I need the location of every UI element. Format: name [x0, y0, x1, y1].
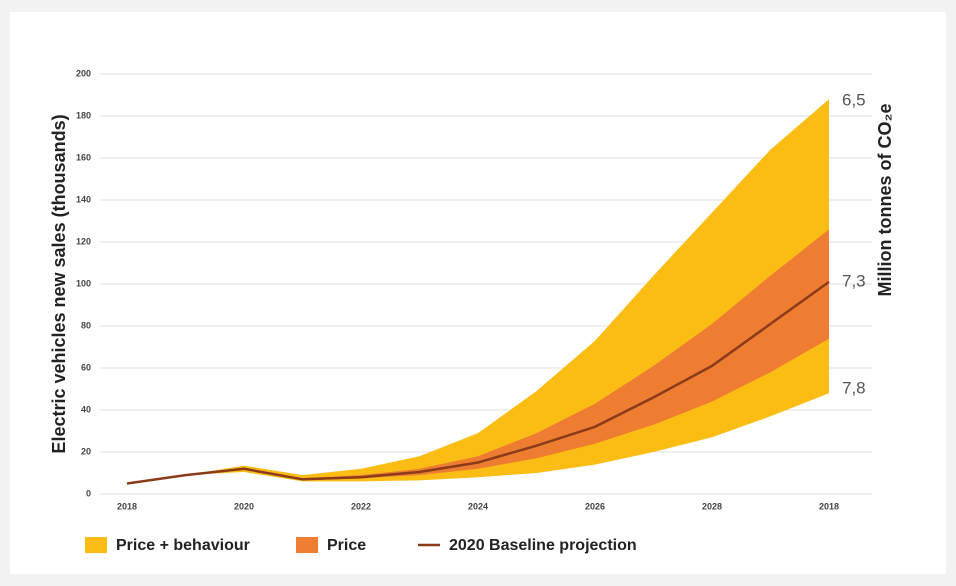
x-tick-label: 2018 — [117, 501, 137, 511]
y-tick-label: 40 — [81, 404, 91, 414]
annotation: 7,8 — [842, 379, 866, 398]
band-area — [127, 229, 829, 484]
y-tick-label: 140 — [76, 194, 91, 204]
y-tick-label: 160 — [76, 152, 91, 162]
y-tick-label: 200 — [76, 68, 91, 78]
y-axis-label: Electric vehicles new sales (thousands) — [49, 114, 69, 453]
x-tick-label: 2018 — [819, 501, 839, 511]
legend-label: Price — [327, 537, 366, 554]
y-tick-label: 20 — [81, 446, 91, 456]
y-tick-label: 100 — [76, 278, 91, 288]
y-tick-label: 80 — [81, 320, 91, 330]
y2-axis-label: Million tonnes of CO₂e — [875, 104, 895, 297]
line — [126, 280, 830, 485]
y-tick-label: 0 — [86, 488, 91, 498]
y-tick-label: 180 — [76, 110, 91, 120]
legend-swatch — [85, 537, 107, 553]
x-tick-label: 2024 — [468, 501, 488, 511]
y-tick-label: 60 — [81, 362, 91, 372]
x-tick-label: 2020 — [234, 501, 254, 511]
legend-swatch — [296, 537, 318, 553]
y-tick-label: 120 — [76, 236, 91, 246]
legend-label: 2020 Baseline projection — [449, 537, 637, 554]
annotation: 7,3 — [842, 271, 866, 290]
annotation: 6,5 — [842, 91, 866, 110]
x-tick-label: 2026 — [585, 501, 605, 511]
x-tick-label: 2022 — [351, 501, 371, 511]
x-tick-label: 2028 — [702, 501, 722, 511]
legend-label: Price + behaviour — [116, 537, 250, 554]
